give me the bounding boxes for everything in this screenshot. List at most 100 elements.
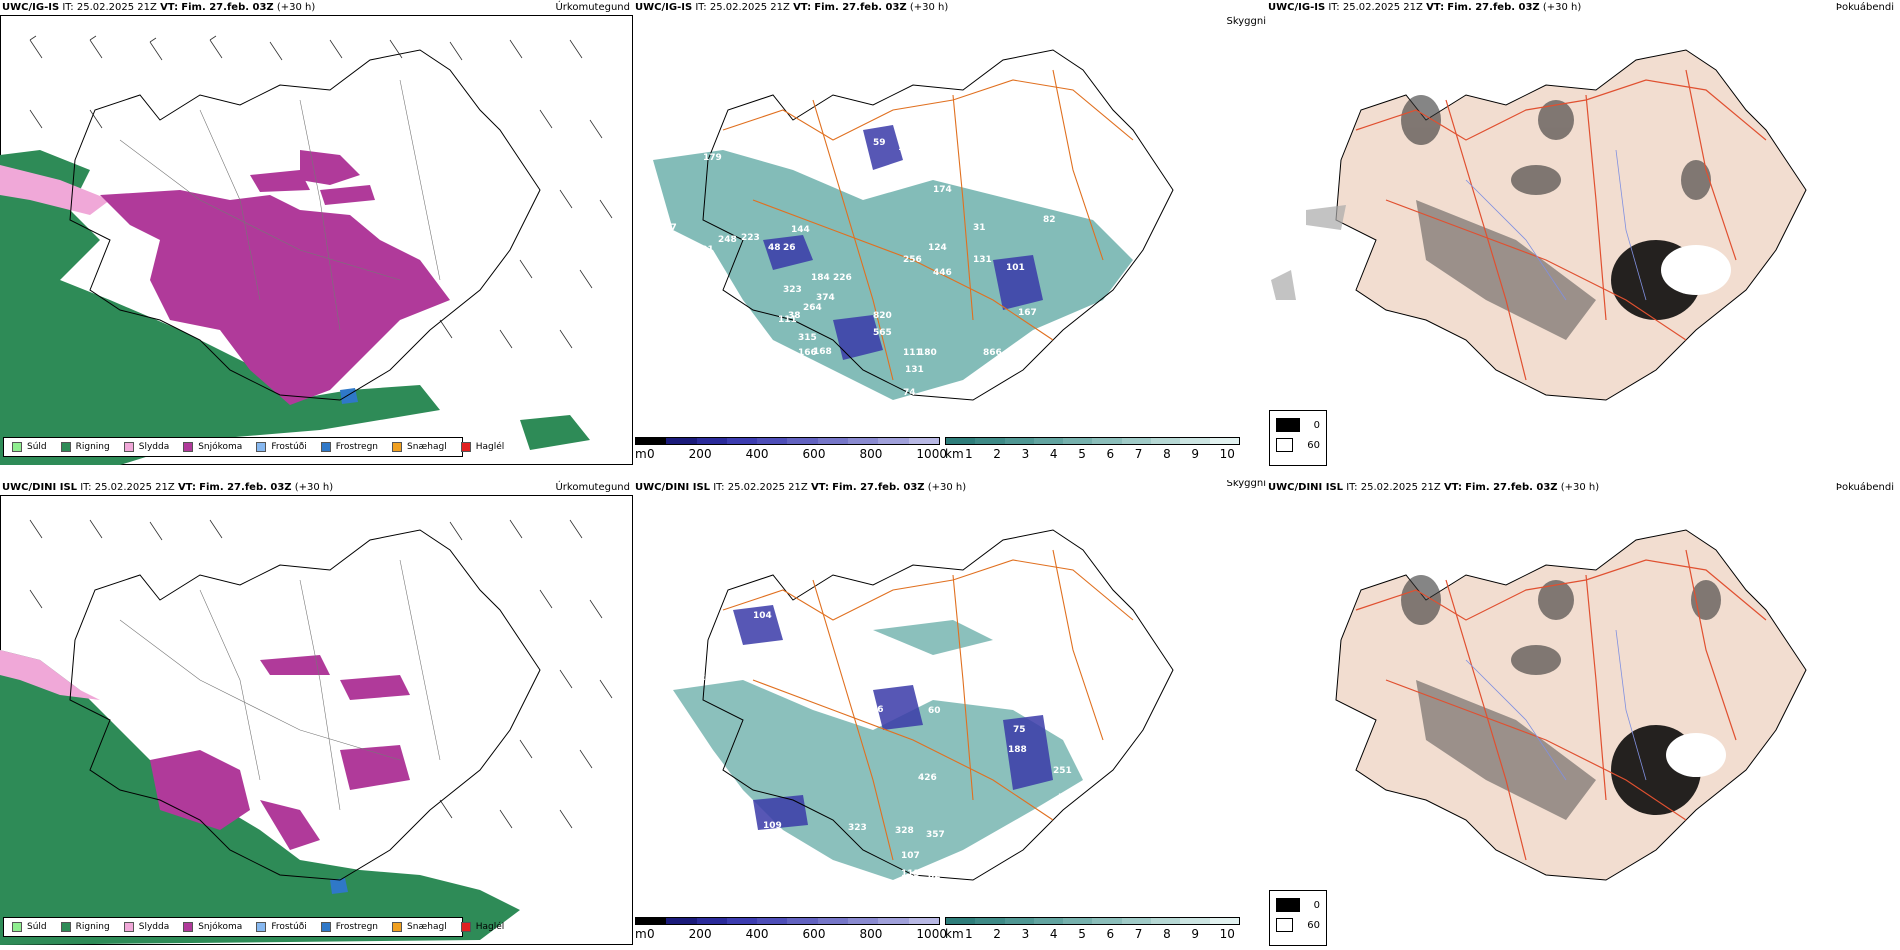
cloud-base-label: 446 xyxy=(933,268,952,278)
vt-value: Fim. 27.feb. 03Z xyxy=(199,482,292,493)
tick-label: 1000 xyxy=(916,447,947,461)
legend-item: 0 xyxy=(1276,415,1320,435)
panel-header: UWC/IG-IS IT: 25.02.2025 21Z VT: Fim. 27… xyxy=(2,2,315,13)
visibility-colorbar: km 1 2 3 4 5 6 7 8 9 10 xyxy=(945,437,1245,467)
panel-header: UWC/DINI ISL IT: 25.02.2025 21Z VT: Fim.… xyxy=(2,482,333,493)
legend-item: Slydda xyxy=(123,922,170,932)
cloud-base-label: 82 xyxy=(1043,215,1056,225)
vt-label: VT: xyxy=(1426,2,1445,13)
cloud-base-label: 174 xyxy=(933,185,952,195)
tick-label: 800 xyxy=(859,927,883,941)
tick-label: 1 xyxy=(965,447,973,461)
cloud-base-label: 74 xyxy=(903,388,916,398)
cloud-base-label: 226 xyxy=(833,273,852,283)
legend-swatch xyxy=(256,442,267,452)
tick-label: 400 xyxy=(745,447,769,461)
legend-label: Slydda xyxy=(138,922,170,932)
it-label: IT: xyxy=(62,2,74,13)
it-value: 25.02.2025 21Z xyxy=(1342,2,1423,13)
legend-item: Rigning xyxy=(60,442,110,452)
panel-header: UWC/DINI ISL IT: 25.02.2025 21Z VT: Fim.… xyxy=(1268,482,1599,493)
legend-swatch xyxy=(123,442,134,452)
fog-panel-row1: UWC/DINI ISL IT: 25.02.2025 21Z VT: Fim.… xyxy=(1266,480,1900,950)
legend-label: 0 xyxy=(1313,419,1320,431)
tick-label: 0 xyxy=(647,447,655,461)
legend-label: Frostúði xyxy=(271,922,307,932)
cloud-base-label: 131 xyxy=(905,365,924,375)
cloud-base-label: 256 xyxy=(903,255,922,265)
precip-panel-row0: UWC/IG-IS IT: 25.02.2025 21Z VT: Fim. 27… xyxy=(0,0,633,470)
tick-label: 400 xyxy=(745,927,769,941)
cloud-base-colorbar: m 0 200 400 600 800 1000 xyxy=(635,437,947,467)
legend-label: Snjókoma xyxy=(198,922,243,932)
cloud-panel-row1: UWC/DINI ISL IT: 25.02.2025 21Z VT: Fim.… xyxy=(633,480,1266,950)
legend-swatch xyxy=(320,442,331,452)
tick-label: 4 xyxy=(1049,927,1058,941)
cloud-base-label: 166 xyxy=(798,348,817,358)
legend-label: Snæhagl xyxy=(407,922,447,932)
tick-label: 8 xyxy=(1163,927,1171,941)
cloud-base-label: 167 xyxy=(1018,308,1037,318)
legend-swatch xyxy=(123,922,134,932)
it-label: IT: xyxy=(80,482,92,493)
tick-label: 7 xyxy=(1134,927,1143,941)
legend-label: Frostregn xyxy=(335,922,379,932)
legend-item: Snjókoma xyxy=(183,442,242,452)
tick-label: 3 xyxy=(1021,447,1030,461)
panel-header: UWC/IG-IS IT: 25.02.2025 21Z VT: Fim. 27… xyxy=(635,2,948,13)
tick-label: 800 xyxy=(859,447,883,461)
legend-item: Rigning xyxy=(60,922,110,932)
tick-label: 1 xyxy=(965,927,973,941)
legend-item: Haglél xyxy=(460,442,504,452)
wind-barbs xyxy=(29,35,613,349)
cloud-base-label: 60 xyxy=(928,706,941,716)
visibility-colorbar: km 1 2 3 4 5 6 7 8 9 10 xyxy=(945,917,1245,947)
lead-time: (+30 h) xyxy=(1542,2,1582,13)
legend-item: Súld xyxy=(12,922,47,932)
fog-legend: 0 60 xyxy=(1269,890,1327,946)
cloud-base-label: 144 xyxy=(791,225,810,235)
lead-time: (+30 h) xyxy=(927,482,967,493)
cloud-base-label: 251 xyxy=(1053,766,1072,776)
cloud-base-label: 52 xyxy=(1058,793,1071,803)
cloud-base-label: 104 xyxy=(753,611,772,621)
tick-label: 10 xyxy=(1219,447,1235,461)
legend-swatch xyxy=(1276,418,1300,432)
lead-time: (+30 h) xyxy=(294,482,334,493)
vt-value: Fim. 27.feb. 03Z xyxy=(181,2,274,13)
legend-swatch xyxy=(320,922,331,932)
legend-label: Súld xyxy=(27,922,47,932)
colorbar-unit: m xyxy=(635,447,647,461)
cloud-base-label: 426 xyxy=(918,773,937,783)
tick-label: 9 xyxy=(1191,447,1200,461)
cloud-base-label: 357 xyxy=(926,830,945,840)
cloud-base-label: 328 xyxy=(895,826,914,836)
cloud-title: Skyggni xyxy=(1226,16,1266,27)
cloud-base-label: 70 xyxy=(1061,336,1074,346)
cloud-base-label: 48 xyxy=(768,243,781,253)
fog-map xyxy=(1335,529,1807,881)
cloud-base-label: 258 xyxy=(938,158,957,168)
legend-label: Haglél xyxy=(475,922,505,932)
tick-label: 9 xyxy=(1191,927,1200,941)
legend-label: Súld xyxy=(27,442,47,452)
cloud-base-label: 248 xyxy=(718,235,737,245)
panel-header: UWC/DINI ISL IT: 25.02.2025 21Z VT: Fim.… xyxy=(635,482,966,493)
legend-swatch xyxy=(60,922,71,932)
legend-item: Slydda xyxy=(123,442,169,452)
vt-label: VT: xyxy=(177,482,196,493)
cloud-base-label: 217 xyxy=(658,223,677,233)
cloud-base-label: 109 xyxy=(763,821,782,831)
cloud-base-label: 215 xyxy=(663,848,682,858)
precip-legend: Súld Rigning Slydda Snjókoma Frostúði Fr… xyxy=(3,917,504,937)
colorbar-ticks: 0 200 400 600 800 1000 xyxy=(647,447,947,461)
tick-label: 6 xyxy=(1106,927,1115,941)
precip-map xyxy=(0,519,613,945)
cloud-base-label: 26 xyxy=(783,243,796,253)
colorbar-ticks: 0 200 400 600 800 1000 xyxy=(647,927,947,941)
legend-swatch xyxy=(183,442,194,452)
model-name: UWC/DINI ISL xyxy=(2,482,78,493)
fog-title: Þokuábendi xyxy=(1835,482,1894,493)
precip-title: Úrkomutegund xyxy=(555,482,630,493)
model-name: UWC/DINI ISL xyxy=(635,482,711,493)
